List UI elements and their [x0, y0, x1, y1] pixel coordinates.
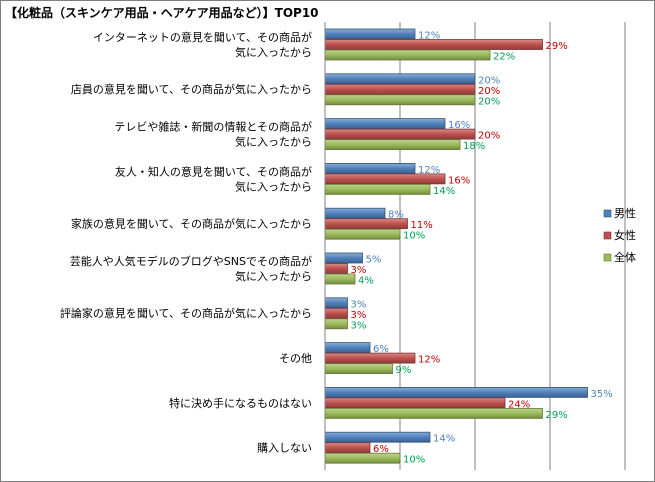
bar-男性-6	[324, 297, 348, 309]
legend-swatch	[603, 209, 612, 218]
bar-全体-3	[324, 183, 431, 195]
bar-全体-0	[324, 49, 491, 61]
data-label: 29%	[546, 410, 568, 421]
legend-swatch	[603, 253, 612, 262]
bar-全体-6	[324, 318, 348, 330]
legend-label: 男性	[614, 206, 636, 220]
data-label: 11%	[411, 220, 433, 231]
bar-男性-4	[324, 207, 386, 219]
category-label: テレビや雑誌・新聞の情報とその商品が気に入ったから	[114, 120, 312, 149]
bar-女性-6	[324, 307, 348, 319]
bar-男性-5	[324, 252, 363, 264]
bar-全体-4	[324, 228, 401, 240]
data-label: 18%	[463, 141, 485, 152]
bar-全体-1	[324, 94, 476, 106]
data-label: 6%	[373, 344, 389, 355]
data-label: 6%	[373, 444, 389, 455]
legend-label: 全体	[614, 250, 636, 264]
data-label: 10%	[403, 455, 425, 466]
bar-全体-2	[324, 139, 461, 151]
data-label: 20%	[478, 86, 500, 97]
bar-女性-0	[324, 39, 543, 50]
data-label: 22%	[493, 52, 515, 63]
data-label: 12%	[418, 31, 440, 42]
bar-全体-9	[324, 452, 401, 464]
data-label: 24%	[508, 399, 530, 410]
data-label: 14%	[433, 186, 455, 197]
data-label: 14%	[433, 434, 455, 445]
bar-男性-2	[324, 118, 446, 129]
data-label: 20%	[478, 96, 500, 107]
data-label: 16%	[448, 120, 470, 131]
data-label: 8%	[388, 210, 404, 221]
category-label: 評論家の意見を聞いて、その商品が気に入ったから	[60, 306, 312, 320]
bar-男性-1	[324, 73, 476, 85]
data-label: 10%	[403, 231, 425, 242]
bar-女性-9	[324, 442, 371, 454]
category-label: 家族の意見を聞いて、その商品が気に入ったから	[71, 217, 312, 231]
bar-男性-0	[324, 28, 416, 40]
data-label: 3%	[351, 320, 367, 331]
data-label: 12%	[418, 355, 440, 366]
data-label: 3%	[351, 265, 367, 276]
data-label: 20%	[478, 131, 500, 142]
data-label: 29%	[546, 41, 568, 52]
data-label: 35%	[591, 389, 613, 400]
bar-女性-2	[324, 128, 476, 140]
bar-全体-5	[324, 273, 356, 285]
legend-label: 女性	[614, 228, 636, 242]
category-label: 芸能人や人気モデルのブログやSNSでその商品が気に入ったから	[70, 254, 312, 283]
category-label: その他	[279, 352, 312, 365]
bar-女性-8	[324, 397, 506, 409]
category-label: 購入しない	[257, 441, 312, 455]
bar-女性-7	[324, 352, 416, 364]
data-label: 5%	[366, 255, 382, 266]
bar-男性-8	[324, 386, 588, 398]
category-label: 店員の意見を聞いて、その商品が気に入ったから	[71, 82, 312, 96]
bar-男性-9	[324, 431, 431, 443]
data-label: 3%	[351, 310, 367, 321]
category-label: 特に決め手になるものはない	[169, 396, 312, 410]
data-label: 16%	[448, 175, 470, 186]
bar-全体-7	[324, 363, 393, 375]
chart-title: 【化粧品（スキンケア用品・ヘアケア用品など）】TOP10	[5, 6, 319, 20]
bar-女性-3	[324, 173, 446, 185]
bar-男性-3	[324, 162, 416, 174]
data-label: 3%	[351, 299, 367, 310]
data-label: 12%	[418, 165, 440, 176]
data-label: 4%	[358, 276, 374, 287]
data-label: 9%	[396, 365, 412, 376]
legend-swatch	[603, 231, 612, 240]
category-label: 友人・知人の意見を聞いて、その商品が気に入ったから	[115, 164, 312, 193]
bar-男性-7	[324, 342, 371, 354]
bar-全体-8	[324, 407, 543, 419]
bar-女性-1	[324, 83, 476, 95]
data-label: 20%	[478, 75, 500, 86]
bar-女性-5	[324, 263, 348, 274]
category-label: インターネットの意見を聞いて、その商品が気に入ったから	[93, 30, 312, 59]
bar-女性-4	[324, 218, 408, 230]
